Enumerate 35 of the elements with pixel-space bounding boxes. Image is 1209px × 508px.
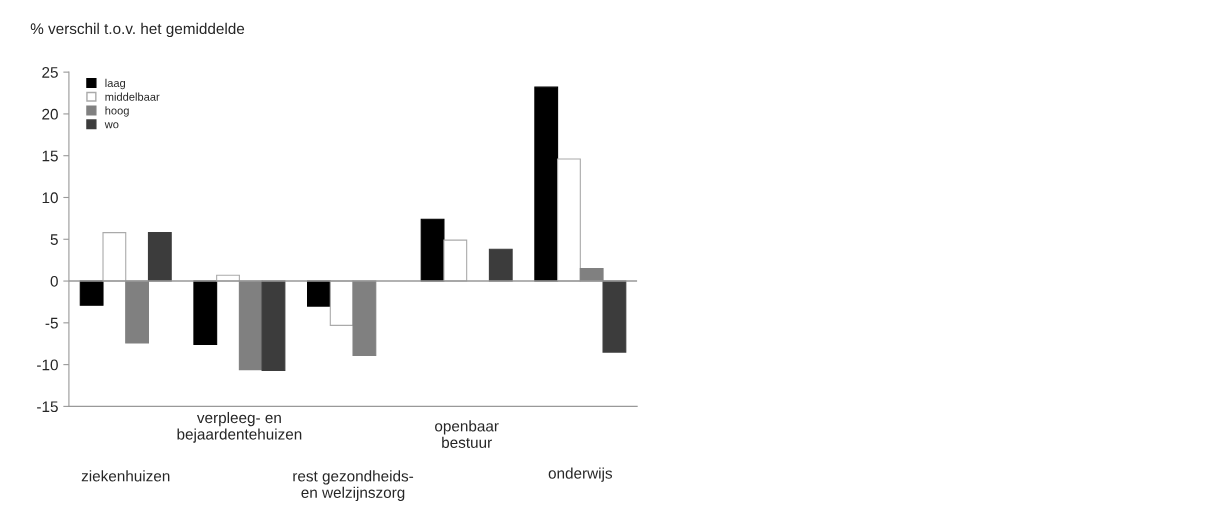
x-tick-label: onderwijs: [548, 467, 613, 482]
bar: [352, 280, 377, 356]
bar: [420, 218, 445, 282]
bar: [534, 86, 559, 282]
bar: [443, 239, 468, 282]
bar: [329, 280, 354, 326]
y-tick-label: -15: [37, 401, 58, 413]
y-tick-label: 5: [50, 234, 58, 245]
bar: [261, 280, 286, 372]
y-tick-label: 15: [42, 150, 58, 162]
x-tick-label: rest gezondheids- en welzijnszorg: [293, 470, 414, 501]
x-tick-label: verpleeg- en bejaardentehuizen: [177, 411, 302, 443]
bar: [79, 280, 104, 306]
y-tick-label: -10: [37, 359, 58, 371]
y-tick-label: 10: [42, 192, 58, 204]
x-tick-label: openbaar bestuur: [435, 420, 499, 448]
legend-label: middelbaar: [105, 92, 160, 101]
bar: [147, 232, 172, 282]
y-tick-label: 20: [42, 108, 58, 120]
y-tick-label: -5: [45, 317, 58, 329]
legend-label: hoog: [105, 106, 129, 117]
bar: [307, 280, 331, 307]
bar: [238, 280, 263, 371]
x-tick-label: ziekenhuizen: [81, 470, 170, 482]
bar: [602, 280, 627, 353]
bar: [488, 248, 513, 282]
bar: [193, 280, 218, 346]
bar: [557, 158, 581, 282]
y-axis-title: % verschil t.o.v. het gemiddelde: [30, 22, 245, 38]
bar: [102, 232, 127, 282]
y-tick-label: 0: [50, 275, 58, 287]
bar: [125, 280, 150, 344]
legend-label: laag: [105, 78, 126, 90]
legend-label: wo: [104, 122, 119, 129]
y-tick-label: 25: [42, 67, 58, 78]
